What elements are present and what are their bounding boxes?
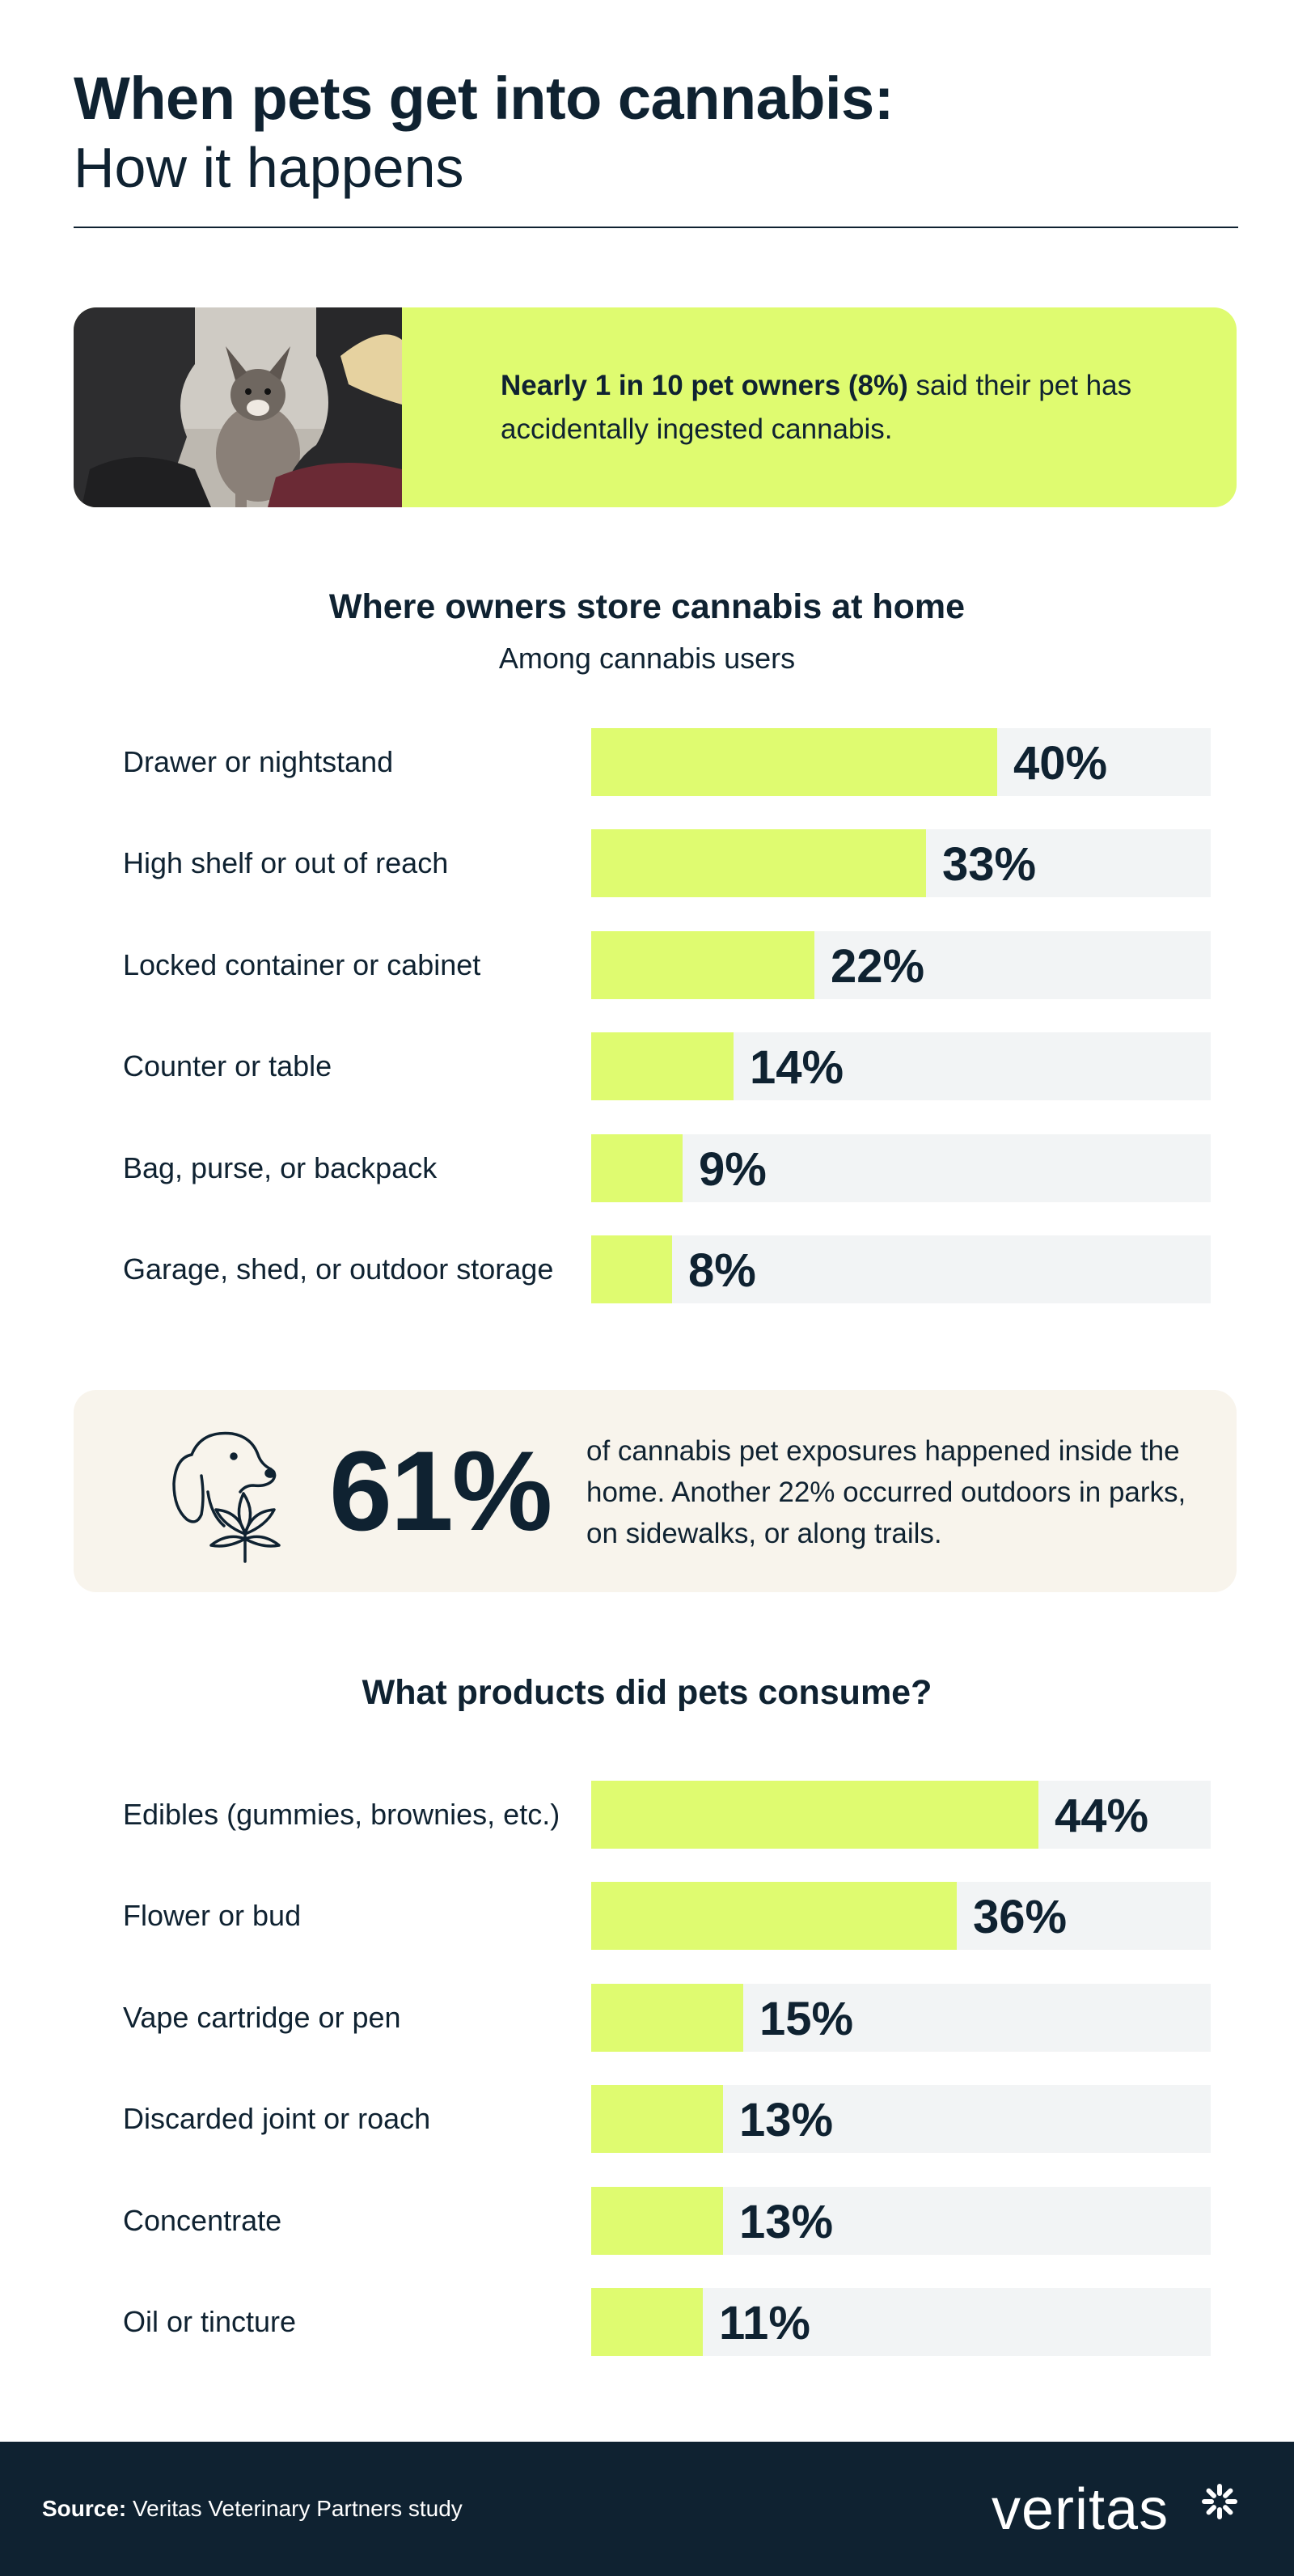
bar-track bbox=[591, 1235, 1211, 1303]
bar-row: Counter or table 14% bbox=[0, 1032, 1294, 1100]
bar-category-label: Oil or tincture bbox=[123, 2305, 297, 2338]
hero-callout: Nearly 1 in 10 pet owners (8%) said thei… bbox=[74, 307, 1237, 507]
bar bbox=[591, 2187, 723, 2255]
page-title: When pets get into cannabis: How it happ… bbox=[74, 63, 1222, 201]
bar-value-label: 13% bbox=[739, 2196, 834, 2248]
bar bbox=[591, 728, 997, 796]
bar-category-label: Discarded joint or roach bbox=[123, 2102, 431, 2135]
bar-row: Vape cartridge or pen 15% bbox=[0, 1984, 1294, 2052]
hero-rest-text: said their pet has accidentally ingested… bbox=[501, 370, 1132, 445]
bar-value-label: 8% bbox=[688, 1244, 756, 1297]
bar-category-label: Locked container or cabinet bbox=[123, 948, 481, 981]
bar bbox=[591, 1134, 683, 1202]
bar-value-label: 9% bbox=[699, 1143, 767, 1196]
bar-category-label: High shelf or out of reach bbox=[123, 846, 449, 879]
bar-category-label: Flower or bud bbox=[123, 1899, 302, 1932]
bar-category-label: Garage, shed, or outdoor storage bbox=[123, 1252, 554, 1286]
bar-category-label: Edibles (gummies, brownies, etc.) bbox=[123, 1798, 560, 1831]
stat-description: of cannabis pet exposures happened insid… bbox=[586, 1435, 1186, 1549]
hero-text: Nearly 1 in 10 pet owners (8%) said thei… bbox=[501, 364, 1148, 451]
dog-photo bbox=[74, 307, 402, 507]
bar-category-label: Counter or table bbox=[123, 1049, 332, 1083]
storage-chart-title: Where owners store cannabis at home bbox=[328, 587, 966, 626]
bar-value-label: 11% bbox=[719, 2297, 810, 2349]
bar bbox=[591, 829, 926, 897]
bar-value-label: 13% bbox=[739, 2094, 834, 2146]
title-line-2: How it happens bbox=[74, 136, 464, 199]
bar-row: Garage, shed, or outdoor storage 8% bbox=[0, 1235, 1294, 1303]
bar-row: Flower or bud 36% bbox=[0, 1882, 1294, 1950]
bar-value-label: 15% bbox=[759, 1993, 854, 2045]
title-divider bbox=[74, 227, 1238, 228]
bar-row: Bag, purse, or backpack 9% bbox=[0, 1134, 1294, 1202]
bar-value-label: 44% bbox=[1055, 1790, 1149, 1842]
source-note: Source: Veritas Veterinary Partners stud… bbox=[42, 2442, 463, 2576]
storage-chart-subtitle: Among cannabis users bbox=[498, 642, 796, 675]
veritas-logo: veritas bbox=[992, 2477, 1169, 2542]
source-label: Source: bbox=[42, 2496, 127, 2521]
bar bbox=[591, 1882, 957, 1950]
bar-category-label: Concentrate bbox=[123, 2204, 282, 2237]
bar-value-label: 33% bbox=[942, 838, 1037, 891]
dog-with-cannabis-leaf-icon bbox=[172, 1431, 281, 1563]
bar bbox=[591, 1781, 1038, 1849]
stat-value: 61% bbox=[329, 1427, 552, 1554]
bar bbox=[591, 1032, 734, 1100]
bar-row: High shelf or out of reach 33% bbox=[0, 829, 1294, 897]
bar-row: Drawer or nightstand 40% bbox=[0, 728, 1294, 796]
bar bbox=[591, 931, 814, 999]
title-line-1: When pets get into cannabis: bbox=[74, 65, 894, 132]
bar-category-label: Vape cartridge or pen bbox=[123, 2001, 401, 2034]
bar bbox=[591, 2085, 723, 2153]
bar-row: Locked container or cabinet 22% bbox=[0, 931, 1294, 999]
bar-row: Discarded joint or roach 13% bbox=[0, 2085, 1294, 2153]
bar-value-label: 40% bbox=[1013, 737, 1108, 790]
footer: Source: Veritas Veterinary Partners stud… bbox=[0, 2442, 1294, 2576]
home-exposure-callout: 61% of cannabis pet exposures happened i… bbox=[74, 1390, 1237, 1592]
hero-bold-text: Nearly 1 in 10 pet owners (8%) bbox=[501, 370, 908, 401]
source-text: Veritas Veterinary Partners study bbox=[126, 2496, 463, 2521]
bar-value-label: 36% bbox=[973, 1891, 1068, 1943]
products-chart-title: What products did pets consume? bbox=[362, 1673, 932, 1712]
bar-value-label: 14% bbox=[750, 1041, 844, 1094]
bar-row: Edibles (gummies, brownies, etc.) 44% bbox=[0, 1781, 1294, 1849]
bar-row: Oil or tincture 11% bbox=[0, 2288, 1294, 2356]
bar bbox=[591, 1984, 743, 2052]
bar-category-label: Bag, purse, or backpack bbox=[123, 1151, 438, 1184]
bar-track bbox=[591, 1134, 1211, 1202]
bar-row: Concentrate 13% bbox=[0, 2187, 1294, 2255]
bar bbox=[591, 2288, 703, 2356]
sparkle-logo-icon bbox=[1202, 2484, 1237, 2519]
bar-category-label: Drawer or nightstand bbox=[123, 745, 394, 778]
bar bbox=[591, 1235, 672, 1303]
bar-value-label: 22% bbox=[831, 940, 925, 993]
